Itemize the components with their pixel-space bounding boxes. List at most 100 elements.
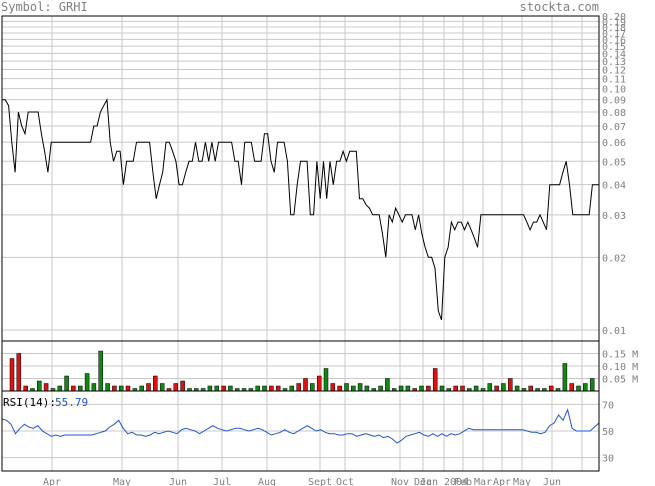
volume-bar <box>323 368 329 392</box>
volume-bar <box>180 380 185 392</box>
volume-bar <box>125 385 131 392</box>
volume-bar <box>514 385 520 392</box>
volume-bar <box>439 385 445 392</box>
volume-bar <box>84 373 90 392</box>
volume-bar <box>583 383 588 392</box>
volume-bar <box>337 385 342 392</box>
volume-bar <box>64 375 69 392</box>
volume-bar <box>310 383 315 392</box>
price-tick-label: 0.02 <box>602 253 626 264</box>
x-tick-label: Apr <box>493 477 511 486</box>
volume-tick-label: 0.15 M <box>602 350 638 361</box>
site-label[interactable]: stockta.com <box>519 0 599 14</box>
panel-frames <box>1 15 600 472</box>
volume-bar <box>364 385 370 392</box>
price-gridlines <box>2 15 599 341</box>
price-tick-label: 0.06 <box>602 138 626 149</box>
volume-tick-label: 0.10 M <box>602 362 638 373</box>
rsi-tick-label: 70 <box>602 400 614 411</box>
price-tick-label: 0.10 <box>602 85 626 96</box>
volume-bars <box>9 350 595 392</box>
volume-bar <box>71 385 76 392</box>
y-axis-labels: 0.200.190.180.170.160.150.140.130.120.11… <box>602 12 638 465</box>
volume-bar <box>357 383 363 392</box>
price-series <box>2 97 599 321</box>
price-tick-label: 0.11 <box>602 75 626 86</box>
volume-bar <box>453 385 458 392</box>
x-tick-label: Jan 2004 <box>420 477 468 486</box>
price-tick-label: 0.01 <box>602 326 626 337</box>
price-tick-label: 0.20 <box>602 12 626 23</box>
volume-bar <box>378 385 383 392</box>
price-tick-label: 0.07 <box>602 122 626 133</box>
volume-bar <box>344 383 349 392</box>
volume-bar <box>159 383 165 392</box>
volume-bar <box>78 385 83 392</box>
x-tick-label: Jun <box>169 477 187 486</box>
volume-bar <box>548 385 554 392</box>
volume-bar <box>351 385 356 392</box>
rsi-tick-label: 30 <box>602 454 614 465</box>
x-tick-label: Dec <box>414 477 432 486</box>
volume-bar <box>214 385 220 392</box>
volume-bar <box>255 385 260 392</box>
price-tick-label: 0.04 <box>602 181 626 192</box>
rsi-label: RSI(14): <box>3 396 56 409</box>
volume-bar <box>57 385 63 392</box>
x-tick-label: Nov <box>391 477 409 486</box>
volume-bar <box>501 383 506 392</box>
volume-bar <box>228 385 233 392</box>
price-tick-label: 0.19 <box>602 17 626 28</box>
rsi-series <box>1 408 600 444</box>
volume-bar <box>9 358 15 392</box>
volume-bar <box>316 375 322 392</box>
volume-bar <box>289 385 295 392</box>
volume-bar <box>118 385 124 392</box>
volume-bar <box>487 383 493 392</box>
volume-bar <box>576 385 581 392</box>
panel-frame <box>1 390 600 472</box>
x-tick-label: Feb <box>454 477 472 486</box>
x-tick-label: Oct <box>336 477 354 486</box>
x-tick-label: Aug <box>258 477 276 486</box>
x-tick-label: Apr <box>43 477 61 486</box>
x-tick-label: May <box>113 477 131 486</box>
volume-bar <box>173 383 179 392</box>
volume-bar <box>139 385 144 392</box>
volume-bar <box>146 383 151 392</box>
volume-bar <box>330 383 336 392</box>
volume-bar <box>98 350 103 392</box>
x-tick-label: May <box>513 477 531 486</box>
volume-bar <box>207 385 213 392</box>
x-tick-label: Sept <box>308 477 332 486</box>
volume-bar <box>562 363 568 392</box>
volume-bar <box>405 385 411 392</box>
volume-bar <box>432 368 438 392</box>
volume-bar <box>385 378 390 392</box>
price-tick-label: 0.16 <box>602 35 626 46</box>
volume-bar <box>508 378 513 392</box>
volume-bar <box>262 385 267 392</box>
volume-bar <box>16 353 22 392</box>
volume-bar <box>528 385 533 392</box>
price-tick-label: 0.18 <box>602 23 626 34</box>
rsi-line <box>1 408 600 444</box>
volume-tick-label: 0.05 M <box>602 375 638 386</box>
volume-bar <box>296 383 301 392</box>
volume-bar <box>426 385 431 392</box>
price-tick-label: 0.09 <box>602 96 626 107</box>
volume-bar <box>112 385 117 392</box>
price-tick-label: 0.12 <box>602 66 626 77</box>
volume-bar <box>569 383 574 392</box>
panel-frame <box>1 15 600 342</box>
x-tick-label: Mar <box>474 477 492 486</box>
volume-bar <box>23 385 28 392</box>
rsi-value: 55.79 <box>55 396 88 409</box>
volume-bar <box>494 385 499 392</box>
price-tick-label: 0.17 <box>602 29 626 40</box>
x-tick-label: Jun <box>543 477 561 486</box>
price-tick-label: 0.05 <box>602 157 626 168</box>
volume-bar <box>460 385 465 392</box>
